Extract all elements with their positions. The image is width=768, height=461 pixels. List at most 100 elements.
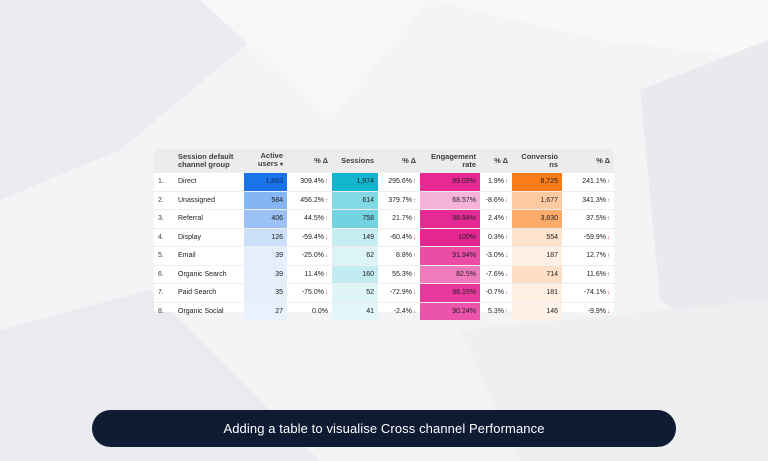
table-row[interactable]: 8. Organic Social 27 0.0% 41 -2.4%↓ 90.24% 5.3%… — [154, 301, 614, 320]
table-row[interactable]: 6. Organic Search 39 11.4%↑ 160 55.3%↑ 82.5% -7… — [154, 264, 614, 284]
active-users-delta-cell: -25.0%↓ — [287, 246, 332, 265]
sessions-delta-cell: 21.7%↑ — [378, 209, 420, 228]
arrow-up-icon: ↑ — [325, 216, 328, 223]
arrow-up-icon: ↑ — [607, 253, 610, 260]
conversions-delta-cell: 12.7%↑ — [562, 246, 614, 265]
channel-group-cell: Email — [174, 246, 244, 265]
arrow-down-icon: ↓ — [505, 253, 508, 260]
channel-group-header[interactable]: Session default channel group — [174, 149, 244, 173]
engagement-delta-cell-value: -0.7% — [485, 289, 504, 297]
row-index: 1. — [154, 172, 174, 191]
arrow-up-icon: ↑ — [607, 216, 610, 223]
sessions-cell: 758 — [332, 209, 378, 228]
sessions-delta-cell: 295.6%↑ — [378, 172, 420, 191]
conversions-delta-header[interactable]: % Δ — [562, 149, 614, 173]
active-users-delta-cell-value: -75.0% — [301, 289, 324, 297]
engagement-delta-cell-value: -8.6% — [485, 196, 504, 204]
row-index: 6. — [154, 264, 174, 284]
conversions-delta-cell: 341.3%↑ — [562, 190, 614, 210]
active-users-cell: 35 — [244, 283, 287, 302]
active-users-cell: 27 — [244, 301, 287, 320]
sessions-cell: 614 — [332, 190, 378, 210]
conversions-delta-cell: 11.6%↑ — [562, 264, 614, 284]
conversions-delta-cell: -74.1%↓ — [562, 283, 614, 302]
active-users-delta-cell: 44.5%↑ — [287, 209, 332, 228]
sessions-delta-cell: 55.3%↑ — [378, 264, 420, 284]
table-row[interactable]: 4. Display 126 -59.4%↓ 149 -60.4%↓ 100% 0.3%↑ 55… — [154, 227, 614, 247]
arrow-down-icon: ↓ — [607, 308, 610, 315]
engagement-delta-cell-value: 0.3% — [488, 233, 504, 241]
arrow-up-icon: ↑ — [505, 179, 508, 186]
arrow-up-icon: ↑ — [413, 216, 416, 223]
arrow-down-icon: ↓ — [413, 234, 416, 241]
engagement-delta-cell: 5.3%↑ — [480, 301, 512, 320]
table-row[interactable]: 2. Unassigned 584 456.2%↑ 614 379.7%↑ 68.57% -8… — [154, 190, 614, 210]
arrow-up-icon: ↑ — [607, 179, 610, 186]
active-users-delta-header[interactable]: % Δ — [287, 149, 332, 173]
sessions-delta-cell-value: -60.4% — [389, 233, 412, 241]
conversions-cell: 187 — [512, 246, 562, 265]
arrow-down-icon: ↓ — [607, 290, 610, 297]
row-index: 4. — [154, 227, 174, 247]
conversions-cell: 3,830 — [512, 209, 562, 228]
conversions-delta-cell-value: -59.9% — [583, 233, 606, 241]
table-row[interactable]: 7. Paid Search 35 -75.0%↓ 52 -72.9%↓ 96.15% -0.… — [154, 283, 614, 302]
sessions-delta-cell-value: 295.6% — [388, 178, 412, 186]
active-users-delta-cell: -75.0%↓ — [287, 283, 332, 302]
sessions-delta-cell: 8.8%↑ — [378, 246, 420, 265]
channel-group-cell: Direct — [174, 172, 244, 191]
arrow-up-icon: ↑ — [325, 197, 328, 204]
engagement-delta-cell-value: 2.4% — [488, 215, 504, 223]
channel-group-cell: Referral — [174, 209, 244, 228]
active-users-cell: 39 — [244, 246, 287, 265]
conversions-cell: 146 — [512, 301, 562, 320]
sessions-delta-cell-value: -72.9% — [389, 289, 412, 297]
arrow-up-icon: ↑ — [413, 179, 416, 186]
sessions-delta-cell: -2.4%↓ — [378, 301, 420, 320]
engagement-delta-cell-value: 1.9% — [488, 178, 504, 186]
engagement-rate-cell: 68.57% — [420, 190, 480, 210]
engagement-rate-cell: 100% — [420, 227, 480, 247]
conversions-delta-cell-value: 11.6% — [586, 270, 606, 278]
engagement-delta-header[interactable]: % Δ — [480, 149, 512, 173]
engagement-rate-cell: 99.09% — [420, 172, 480, 191]
channel-group-cell: Unassigned — [174, 190, 244, 210]
arrow-down-icon: ↓ — [505, 271, 508, 278]
active-users-delta-cell-value: 0.0% — [312, 307, 328, 315]
engagement-rate-header[interactable]: Engagement rate — [420, 149, 480, 173]
conversions-delta-cell-value: 341.3% — [582, 196, 606, 204]
conversions-delta-cell: 37.5%↑ — [562, 209, 614, 228]
arrow-up-icon: ↑ — [325, 179, 328, 186]
conversions-delta-cell-value: 241.1% — [582, 178, 606, 186]
row-index: 2. — [154, 190, 174, 210]
conversions-cell: 1,677 — [512, 190, 562, 210]
table-row[interactable]: 5. Email 39 -25.0%↓ 62 8.8%↑ 91.94% -3.0%↓ 187 12… — [154, 246, 614, 265]
engagement-delta-cell-value: 5.3% — [488, 307, 504, 315]
active-users-delta-cell: 309.4%↑ — [287, 172, 332, 191]
row-index: 3. — [154, 209, 174, 228]
arrow-down-icon: ↓ — [413, 290, 416, 297]
active-users-cell: 126 — [244, 227, 287, 247]
active-users-cell: 39 — [244, 264, 287, 284]
table-row[interactable]: 1. Direct 1,863 309.4%↑ 1,974 295.6%↑ 99.09% 1.… — [154, 172, 614, 191]
channel-group-cell: Display — [174, 227, 244, 247]
conversions-cell: 8,725 — [512, 172, 562, 191]
arrow-up-icon: ↑ — [607, 271, 610, 278]
conversions-header[interactable]: Conversio ns — [512, 149, 562, 173]
engagement-delta-cell-value: -3.0% — [485, 252, 504, 260]
active-users-header[interactable]: Active users ▾ — [244, 149, 287, 173]
engagement-delta-cell: -7.6%↓ — [480, 264, 512, 284]
arrow-down-icon: ↓ — [325, 253, 328, 260]
channel-performance-table: Session default channel group Active use… — [154, 149, 614, 320]
table-row[interactable]: 3. Referral 406 44.5%↑ 758 21.7%↑ 98.94% 2.4%↑ 3… — [154, 209, 614, 228]
sessions-delta-cell-value: -2.4% — [393, 307, 412, 315]
conversions-delta-cell: -9.9%↓ — [562, 301, 614, 320]
sessions-header[interactable]: Sessions — [332, 149, 378, 173]
active-users-delta-cell: 11.4%↑ — [287, 264, 332, 284]
sessions-delta-cell-value: 379.7% — [388, 196, 412, 204]
sessions-cell: 41 — [332, 301, 378, 320]
row-index: 8. — [154, 301, 174, 320]
sessions-delta-header[interactable]: % Δ — [378, 149, 420, 173]
active-users-delta-cell-value: -59.4% — [301, 233, 324, 241]
arrow-down-icon: ↓ — [607, 234, 610, 241]
